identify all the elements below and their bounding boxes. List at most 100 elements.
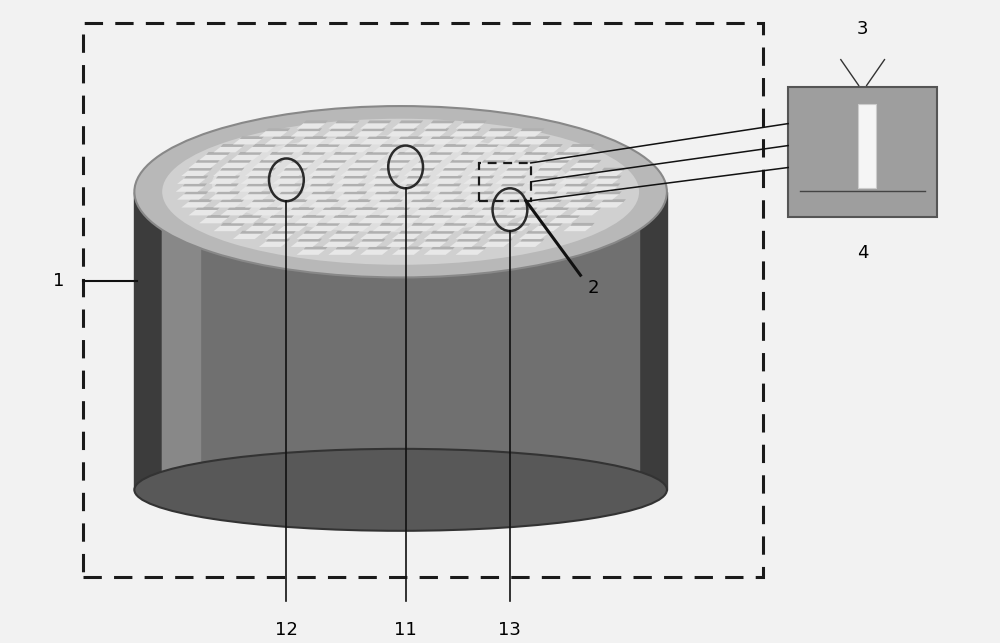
Polygon shape bbox=[482, 160, 506, 163]
Polygon shape bbox=[367, 120, 391, 123]
Polygon shape bbox=[347, 168, 372, 170]
Polygon shape bbox=[596, 183, 620, 186]
Polygon shape bbox=[309, 170, 337, 176]
Polygon shape bbox=[597, 176, 622, 178]
Text: 12: 12 bbox=[275, 621, 298, 639]
Polygon shape bbox=[485, 155, 514, 160]
Bar bbox=[788, 87, 937, 217]
Polygon shape bbox=[463, 194, 492, 199]
Bar bbox=[83, 23, 763, 577]
Polygon shape bbox=[360, 233, 389, 239]
Polygon shape bbox=[347, 199, 372, 202]
Polygon shape bbox=[266, 239, 290, 242]
Polygon shape bbox=[298, 129, 322, 131]
Polygon shape bbox=[570, 210, 599, 215]
Polygon shape bbox=[335, 136, 360, 139]
Polygon shape bbox=[336, 194, 365, 199]
Polygon shape bbox=[279, 176, 304, 178]
Polygon shape bbox=[563, 226, 592, 231]
Polygon shape bbox=[189, 163, 217, 168]
Polygon shape bbox=[240, 231, 264, 233]
Polygon shape bbox=[309, 147, 338, 152]
Polygon shape bbox=[181, 170, 210, 176]
Polygon shape bbox=[206, 215, 230, 218]
Polygon shape bbox=[348, 210, 376, 215]
Polygon shape bbox=[397, 215, 421, 218]
Polygon shape bbox=[595, 202, 623, 208]
Polygon shape bbox=[502, 176, 526, 178]
Polygon shape bbox=[301, 215, 326, 218]
Polygon shape bbox=[429, 215, 453, 218]
Polygon shape bbox=[245, 147, 274, 152]
Polygon shape bbox=[220, 163, 249, 168]
Polygon shape bbox=[326, 155, 355, 160]
Polygon shape bbox=[221, 144, 245, 147]
Polygon shape bbox=[559, 194, 587, 199]
Polygon shape bbox=[411, 210, 440, 215]
Polygon shape bbox=[227, 160, 252, 163]
Polygon shape bbox=[184, 176, 208, 178]
Polygon shape bbox=[181, 202, 210, 208]
Polygon shape bbox=[404, 147, 433, 152]
Polygon shape bbox=[301, 152, 326, 155]
Polygon shape bbox=[443, 199, 467, 202]
Polygon shape bbox=[570, 144, 595, 147]
Polygon shape bbox=[519, 233, 548, 239]
Polygon shape bbox=[259, 160, 283, 163]
Polygon shape bbox=[513, 160, 538, 163]
Polygon shape bbox=[277, 170, 306, 176]
Polygon shape bbox=[354, 131, 383, 136]
Polygon shape bbox=[411, 223, 436, 226]
Polygon shape bbox=[373, 226, 401, 231]
Polygon shape bbox=[379, 168, 403, 170]
Polygon shape bbox=[296, 139, 325, 145]
Polygon shape bbox=[248, 192, 272, 194]
Polygon shape bbox=[557, 186, 586, 192]
Polygon shape bbox=[425, 129, 449, 131]
Polygon shape bbox=[386, 207, 411, 210]
Polygon shape bbox=[436, 170, 464, 176]
Polygon shape bbox=[411, 144, 436, 147]
Polygon shape bbox=[463, 246, 487, 249]
Polygon shape bbox=[390, 155, 419, 160]
Polygon shape bbox=[304, 194, 333, 199]
Polygon shape bbox=[330, 239, 354, 242]
Polygon shape bbox=[418, 160, 442, 163]
Polygon shape bbox=[506, 168, 531, 170]
Polygon shape bbox=[455, 139, 484, 145]
Polygon shape bbox=[431, 178, 460, 184]
Polygon shape bbox=[500, 147, 529, 152]
Polygon shape bbox=[330, 129, 354, 131]
Polygon shape bbox=[462, 231, 487, 233]
Polygon shape bbox=[488, 129, 513, 131]
Polygon shape bbox=[399, 246, 423, 249]
Polygon shape bbox=[303, 136, 328, 139]
Polygon shape bbox=[177, 178, 206, 184]
Polygon shape bbox=[295, 218, 323, 223]
Polygon shape bbox=[436, 202, 464, 208]
Polygon shape bbox=[284, 210, 313, 215]
Polygon shape bbox=[259, 207, 283, 210]
Polygon shape bbox=[507, 163, 535, 168]
Polygon shape bbox=[272, 178, 301, 184]
Polygon shape bbox=[507, 223, 531, 226]
Polygon shape bbox=[418, 131, 447, 136]
Polygon shape bbox=[468, 226, 497, 231]
Polygon shape bbox=[373, 183, 398, 186]
Polygon shape bbox=[284, 144, 308, 147]
Polygon shape bbox=[577, 207, 601, 210]
Polygon shape bbox=[443, 168, 467, 170]
Polygon shape bbox=[326, 218, 355, 223]
Polygon shape bbox=[422, 218, 451, 223]
Polygon shape bbox=[425, 239, 449, 242]
Polygon shape bbox=[367, 246, 391, 249]
Polygon shape bbox=[570, 223, 595, 226]
Polygon shape bbox=[231, 155, 260, 160]
Polygon shape bbox=[372, 202, 401, 208]
Polygon shape bbox=[372, 170, 401, 176]
Polygon shape bbox=[238, 152, 262, 155]
Polygon shape bbox=[272, 194, 301, 199]
Polygon shape bbox=[277, 147, 306, 152]
Polygon shape bbox=[474, 199, 499, 202]
Polygon shape bbox=[177, 194, 206, 199]
